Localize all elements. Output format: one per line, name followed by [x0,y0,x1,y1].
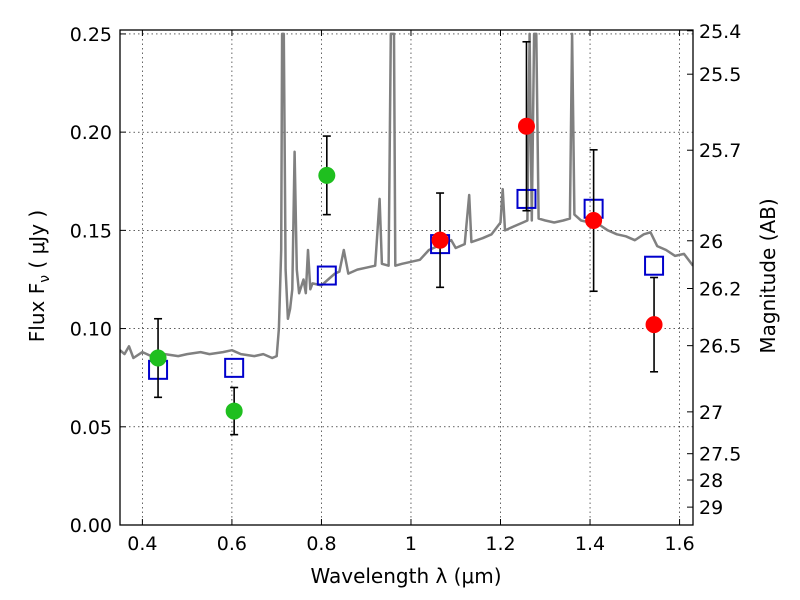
y-axis-label-main: Flux F [25,283,49,342]
grid-lines [120,30,693,526]
x-tick-label: 0.8 [306,533,336,555]
photometry-point [431,231,449,249]
photometry-point [318,166,336,184]
y-tick-label: 0.20 [70,122,112,144]
y2-tick-label: 25.4 [699,21,741,43]
y2-axis-label: Magnitude (AB) [756,198,780,353]
plot-frame [119,29,694,526]
y2-tick-label: 27 [699,402,723,424]
y-tick-label: 0.10 [70,319,112,341]
x-tick-label: 0.6 [217,533,247,555]
x-axis-label: Wavelength λ (μm) [310,564,501,588]
x-tick-label: 1.4 [575,533,605,555]
photometry-point [645,316,663,334]
y2-tick-label: 27.5 [699,444,741,466]
y2-tick-label: 28 [699,470,723,492]
photometry-point [225,402,243,420]
model-square-marker [644,255,665,276]
y2-tick-label: 26.2 [699,279,741,301]
model-square-marker [316,265,337,286]
y2-tick-label: 26.5 [699,336,741,358]
y-tick-label: 0.25 [70,24,112,46]
photometry-point [517,117,535,135]
y-tick-label: 0.00 [70,515,112,537]
photometry-point [585,212,603,230]
y2-tick-label: 25.5 [699,64,741,86]
spectrum-line [120,32,693,360]
x-tick-label: 1.2 [485,533,515,555]
x-tick-label: 0.4 [127,533,157,555]
y2-tick-label: 29 [699,497,723,519]
x-tick-label: 1.6 [664,533,694,555]
model-square-marker [224,357,245,378]
y2-tick-label: 25.7 [699,140,741,162]
y-axis-label: Flux Fν ( μJy ) [25,210,53,342]
y-axis-label-subscript: ν [37,275,53,283]
photometry-point [149,349,167,367]
y-axis-label-unit: ( μJy ) [25,210,49,275]
y-tick-label: 0.15 [70,220,112,242]
x-tick-label: 1 [405,533,417,555]
y2-tick-label: 26 [699,231,723,253]
axis-ticks: 0.4 0.6 0.8 1 1.2 1.4 1.6 0.00 0.05 0.10 0.15 0.20 0… [70,21,742,555]
data-series [120,32,693,436]
y-tick-label: 0.05 [70,417,112,439]
